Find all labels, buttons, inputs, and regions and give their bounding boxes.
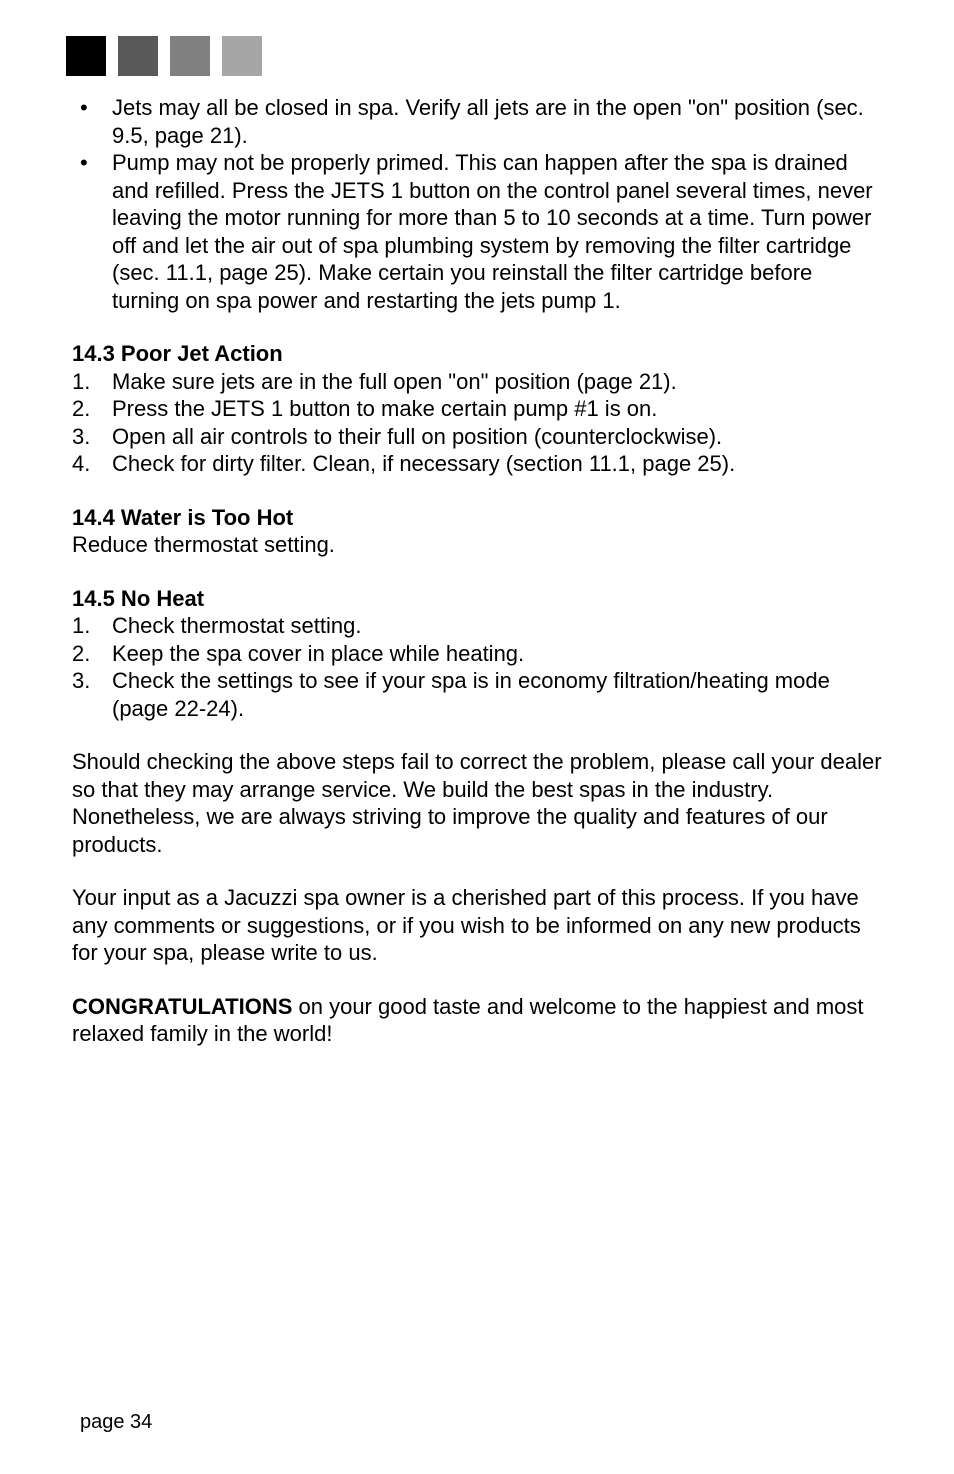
list-text: Open all air controls to their full on p…: [112, 423, 882, 451]
logo-square-3-icon: [170, 36, 210, 76]
list-marker: 2.: [72, 640, 112, 668]
list-item: 4.Check for dirty filter. Clean, if nece…: [72, 450, 882, 478]
bullet-text: Jets may all be closed in spa. Verify al…: [112, 94, 882, 149]
page: • Jets may all be closed in spa. Verify …: [0, 0, 954, 1474]
section-14-4-heading: 14.4 Water is Too Hot: [72, 504, 882, 532]
list-item: 1.Make sure jets are in the full open "o…: [72, 368, 882, 396]
list-marker: 1.: [72, 612, 112, 640]
logo-squares: [66, 36, 882, 76]
list-text: Make sure jets are in the full open "on"…: [112, 368, 882, 396]
paragraph-2: Your input as a Jacuzzi spa owner is a c…: [72, 884, 882, 967]
list-text: Keep the spa cover in place while heatin…: [112, 640, 882, 668]
list-text: Check thermostat setting.: [112, 612, 882, 640]
paragraph-1: Should checking the above steps fail to …: [72, 748, 882, 858]
list-item: 2.Press the JETS 1 button to make certai…: [72, 395, 882, 423]
list-item: 1.Check thermostat setting.: [72, 612, 882, 640]
list-marker: 2.: [72, 395, 112, 423]
list-marker: 4.: [72, 450, 112, 478]
list-marker: 3.: [72, 423, 112, 451]
section-14-5-heading: 14.5 No Heat: [72, 585, 882, 613]
list-text: Check the settings to see if your spa is…: [112, 667, 882, 722]
section-14-5-list: 1.Check thermostat setting. 2.Keep the s…: [72, 612, 882, 722]
section-14-4-body: Reduce thermostat setting.: [72, 531, 882, 559]
intro-bullets: • Jets may all be closed in spa. Verify …: [72, 94, 882, 314]
list-text: Check for dirty filter. Clean, if necess…: [112, 450, 882, 478]
bullet-icon: •: [72, 149, 112, 177]
list-item: • Pump may not be properly primed. This …: [72, 149, 882, 314]
list-marker: 3.: [72, 667, 112, 695]
congratulations-paragraph: CONGRATULATIONS on your good taste and w…: [72, 993, 882, 1048]
list-item: • Jets may all be closed in spa. Verify …: [72, 94, 882, 149]
list-marker: 1.: [72, 368, 112, 396]
bullet-icon: •: [72, 94, 112, 122]
congratulations-bold: CONGRATULATIONS: [72, 994, 292, 1019]
list-text: Press the JETS 1 button to make certain …: [112, 395, 882, 423]
list-item: 2.Keep the spa cover in place while heat…: [72, 640, 882, 668]
page-number: page 34: [80, 1411, 152, 1434]
logo-square-4-icon: [222, 36, 262, 76]
list-item: 3.Open all air controls to their full on…: [72, 423, 882, 451]
section-14-3-list: 1.Make sure jets are in the full open "o…: [72, 368, 882, 478]
bullet-text: Pump may not be properly primed. This ca…: [112, 149, 882, 314]
logo-square-2-icon: [118, 36, 158, 76]
logo-square-1-icon: [66, 36, 106, 76]
section-14-3-heading: 14.3 Poor Jet Action: [72, 340, 882, 368]
body-content: • Jets may all be closed in spa. Verify …: [72, 94, 882, 1048]
list-item: 3.Check the settings to see if your spa …: [72, 667, 882, 722]
